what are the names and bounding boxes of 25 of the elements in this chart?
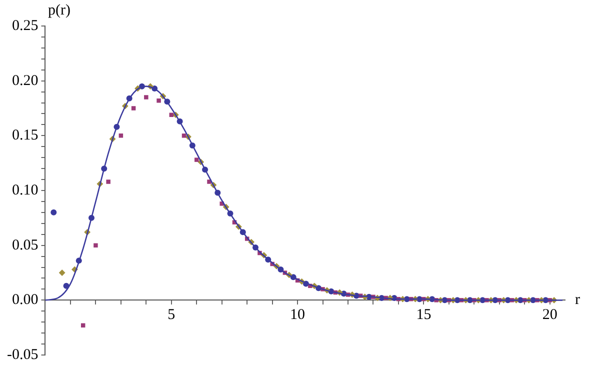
- y-tick-label: 0.25: [12, 18, 38, 34]
- point: [106, 180, 110, 184]
- y-tick-label: 0.15: [12, 128, 38, 144]
- y-tick-label: 0.00: [12, 292, 38, 308]
- point: [131, 106, 136, 110]
- line-series: [45, 86, 564, 301]
- y-tick-label: 0.10: [12, 182, 38, 198]
- point: [144, 95, 148, 100]
- y-tick-label: -0.05: [6, 346, 38, 363]
- x-axis-title: r: [575, 292, 580, 308]
- point: [50, 209, 57, 216]
- point: [182, 134, 186, 138]
- point: [169, 112, 174, 117]
- y-tick-label: 0.20: [12, 72, 38, 89]
- point: [156, 98, 161, 103]
- x-tick-label: 15: [416, 307, 432, 324]
- point: [194, 158, 199, 162]
- y-axis-title: p(r): [48, 2, 70, 18]
- point: [58, 270, 66, 276]
- x-tick-label: 20: [542, 307, 558, 324]
- y-tick-label: 0.05: [12, 237, 38, 254]
- point: [94, 243, 98, 248]
- x-tick-label: 10: [290, 307, 306, 324]
- point: [118, 134, 124, 138]
- x-tick-label: 5: [168, 307, 176, 324]
